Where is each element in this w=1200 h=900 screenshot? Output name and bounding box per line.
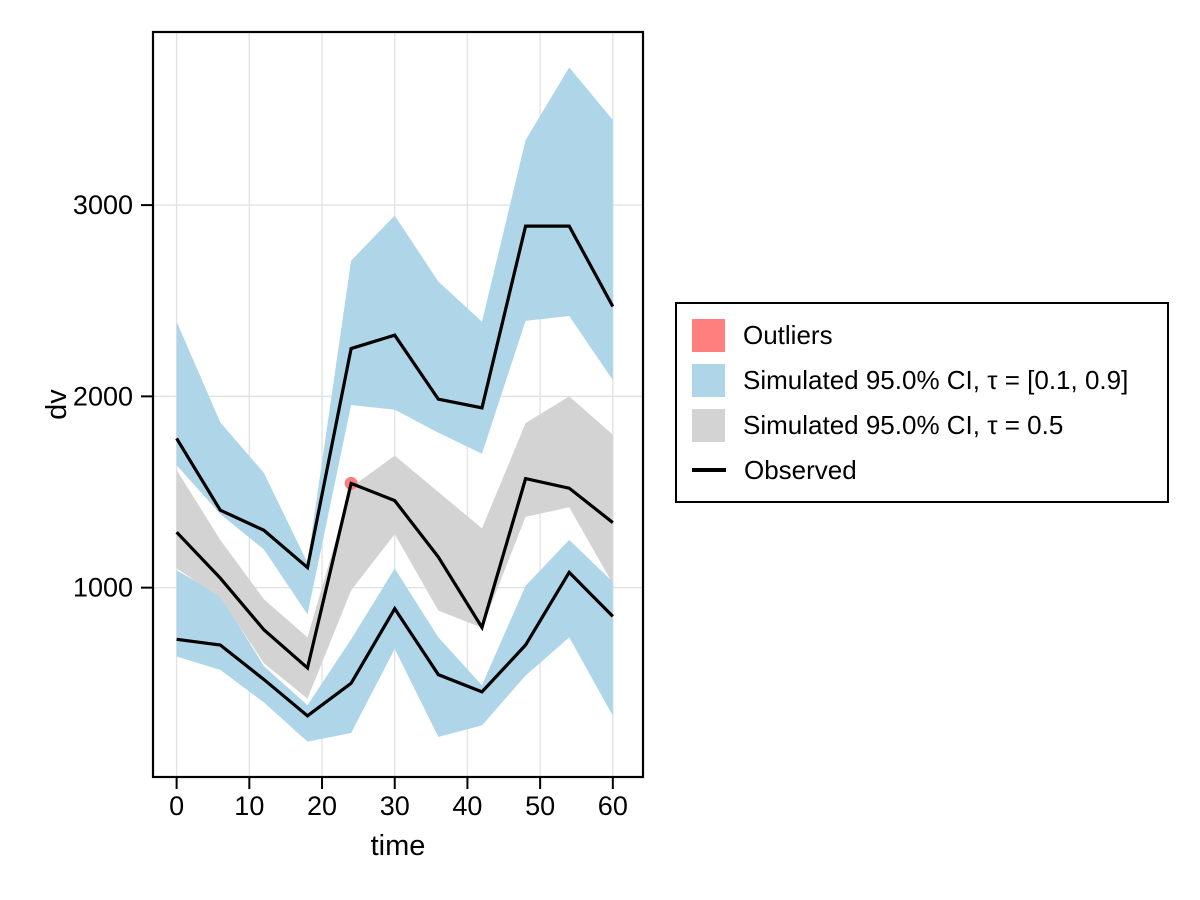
y-axis-title: dv [41,389,73,420]
legend-item-label: Simulated 95.0% CI, τ = 0.5 [743,410,1064,440]
ci-extreme-swatch [692,363,725,397]
legend-item-ci-extreme: Simulated 95.0% CI, τ = [0.1, 0.9] [692,360,1152,400]
x-tick-label: 0 [169,791,184,821]
legend-item-label: Observed [744,455,857,485]
x-tick-label: 30 [380,791,410,821]
legend-item-label: Simulated 95.0% CI, τ = [0.1, 0.9] [743,365,1129,395]
y-tick-label: 2000 [73,381,133,411]
x-tick-label: 40 [452,791,482,821]
legend-item-label: Outliers [743,320,833,350]
ci-band [176,539,613,742]
observed-line [175,476,614,671]
observed-line [176,569,614,718]
x-tick-label: 10 [234,791,264,821]
legend: Outliers Simulated 95.0% CI, τ = [0.1, 0… [675,302,1169,503]
observed-line [175,224,615,571]
ci-band [176,396,613,699]
plot-frame [151,30,645,779]
legend-item-ci-median: Simulated 95.0% CI, τ = 0.5 [692,405,1152,445]
legend-item-observed: Observed [692,450,1152,490]
x-tick-label: 60 [598,791,628,821]
ci-band [176,67,613,615]
observed-line-swatch [692,468,726,472]
x-axis-title: time [371,830,426,862]
y-tick-label: 1000 [73,573,133,603]
x-tick-label: 50 [525,791,555,821]
outliers-swatch [692,318,725,352]
ci-median-swatch [692,408,725,442]
y-tick-label: 3000 [73,190,133,220]
x-tick-label: 20 [307,791,337,821]
legend-item-outliers: Outliers [692,315,1152,355]
